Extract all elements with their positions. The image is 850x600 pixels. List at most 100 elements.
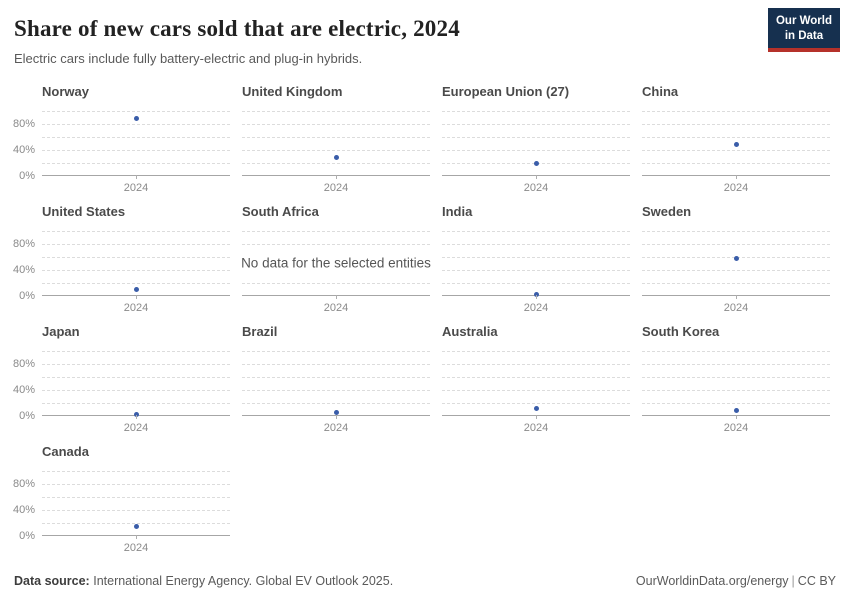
gridline	[642, 137, 830, 138]
gridline	[42, 163, 230, 164]
facet-australia: Australia 2024	[442, 324, 630, 435]
gridline	[242, 163, 430, 164]
plot-area	[442, 111, 630, 179]
data-source-text: International Energy Agency. Global EV O…	[93, 574, 394, 588]
y-axis-label: 80%	[12, 237, 35, 250]
gridline	[242, 150, 430, 151]
gridline	[242, 390, 430, 391]
x-axis-label: 2024	[323, 302, 349, 314]
y-axis-label: 0%	[19, 409, 35, 422]
data-point[interactable]	[133, 287, 139, 292]
gridline	[242, 124, 430, 125]
plot-area	[442, 351, 630, 419]
facet-sweden: Sweden 2024	[642, 204, 830, 315]
gridline	[442, 283, 630, 284]
gridline	[442, 377, 630, 378]
facet-china: China 2024	[642, 84, 830, 195]
gridline	[642, 364, 830, 365]
gridline	[242, 137, 430, 138]
x-axis-tick	[535, 295, 537, 299]
data-point[interactable]	[333, 409, 339, 415]
gridline	[42, 270, 230, 271]
x-axis-label: 2024	[123, 542, 149, 554]
x-axis-tick	[735, 295, 737, 299]
gridline	[442, 351, 630, 352]
gridline	[242, 283, 430, 284]
plot-area: 0% 40% 80%	[13, 351, 230, 421]
small-multiples-grid: Norway 0% 40% 80% 2024 United Kingdom 2024 Euro…	[2, 84, 850, 555]
y-axis-label: 80%	[12, 357, 35, 370]
facet-united-states: United States 0% 40% 80% 2024	[2, 204, 230, 315]
facet-title: Sweden	[642, 204, 692, 219]
plot-area	[242, 111, 430, 179]
y-axis-label: 40%	[12, 503, 35, 516]
plot-area: 0% 40% 80%	[13, 471, 230, 541]
x-axis-label: 2024	[723, 182, 749, 194]
data-point[interactable]	[133, 115, 139, 121]
data-point[interactable]	[133, 412, 139, 418]
gridline	[242, 351, 430, 352]
facet-brazil: Brazil 2024	[242, 324, 430, 435]
gridline	[42, 244, 230, 245]
facet-row: Japan 0% 40% 80% 2024 Brazil 2024 Australia 2024…	[2, 324, 850, 435]
data-point[interactable]	[333, 155, 339, 161]
gridline	[642, 231, 830, 232]
owid-logo-line1: Our World	[775, 15, 832, 27]
x-axis-tick	[335, 415, 337, 419]
gridline	[42, 137, 230, 138]
gridline	[42, 390, 230, 391]
data-point[interactable]	[733, 142, 739, 148]
x-axis-label: 2024	[523, 422, 549, 434]
gridline	[42, 484, 230, 485]
x-axis-label: 2024	[323, 422, 349, 434]
x-axis-label: 2024	[523, 302, 549, 314]
facet-title: Australia	[442, 324, 498, 339]
gridline	[42, 231, 230, 232]
x-axis-tick	[135, 535, 137, 539]
x-axis-tick	[535, 415, 537, 419]
plot-area	[642, 111, 830, 179]
gridline	[442, 231, 630, 232]
chart-footer: Data source: International Energy Agency…	[14, 574, 836, 588]
gridline	[42, 124, 230, 125]
gridline	[642, 124, 830, 125]
x-axis-label: 2024	[723, 422, 749, 434]
facet-title: China	[642, 84, 679, 99]
facet-canada: Canada 0% 40% 80% 2024	[2, 444, 230, 555]
owid-logo[interactable]: Our World in Data	[767, 8, 840, 52]
gridline	[442, 137, 630, 138]
facet-south-africa: South Africa No data for the selected ent…	[232, 204, 440, 315]
plot-area: 0% 40% 80%	[13, 111, 230, 181]
gridline	[42, 497, 230, 498]
footer-links: OurWorldinData.org/energy | CC BY	[636, 574, 836, 588]
facet-title: South Korea	[642, 324, 720, 339]
facet-title: Canada	[42, 444, 89, 459]
facet-united-kingdom: United Kingdom 2024	[242, 84, 430, 195]
facet-title: Brazil	[242, 324, 278, 339]
plot-area: No data for the selected entities	[232, 231, 440, 299]
facet-title: Japan	[42, 324, 80, 339]
gridline	[642, 390, 830, 391]
gridline	[242, 231, 430, 232]
data-point[interactable]	[133, 523, 139, 529]
gridline	[42, 471, 230, 472]
gridline	[642, 163, 830, 164]
data-point[interactable]	[733, 408, 739, 414]
gridline	[442, 364, 630, 365]
data-point[interactable]	[533, 406, 539, 412]
gridline	[442, 257, 630, 258]
facet-title: European Union (27)	[442, 84, 570, 99]
x-axis-tick	[335, 175, 337, 179]
data-point[interactable]	[533, 291, 539, 297]
gridline	[642, 150, 830, 151]
x-axis-tick	[135, 175, 137, 179]
data-source: Data source: International Energy Agency…	[14, 574, 393, 588]
gridline	[442, 403, 630, 404]
facet-european-union-27: European Union (27) 2024	[442, 84, 630, 195]
data-point[interactable]	[733, 256, 739, 262]
owid-url-link[interactable]: OurWorldinData.org/energy	[635, 574, 789, 588]
x-axis-tick	[135, 415, 137, 419]
data-point[interactable]	[533, 160, 539, 166]
x-axis-label: 2024	[323, 182, 349, 194]
gridline	[42, 364, 230, 365]
